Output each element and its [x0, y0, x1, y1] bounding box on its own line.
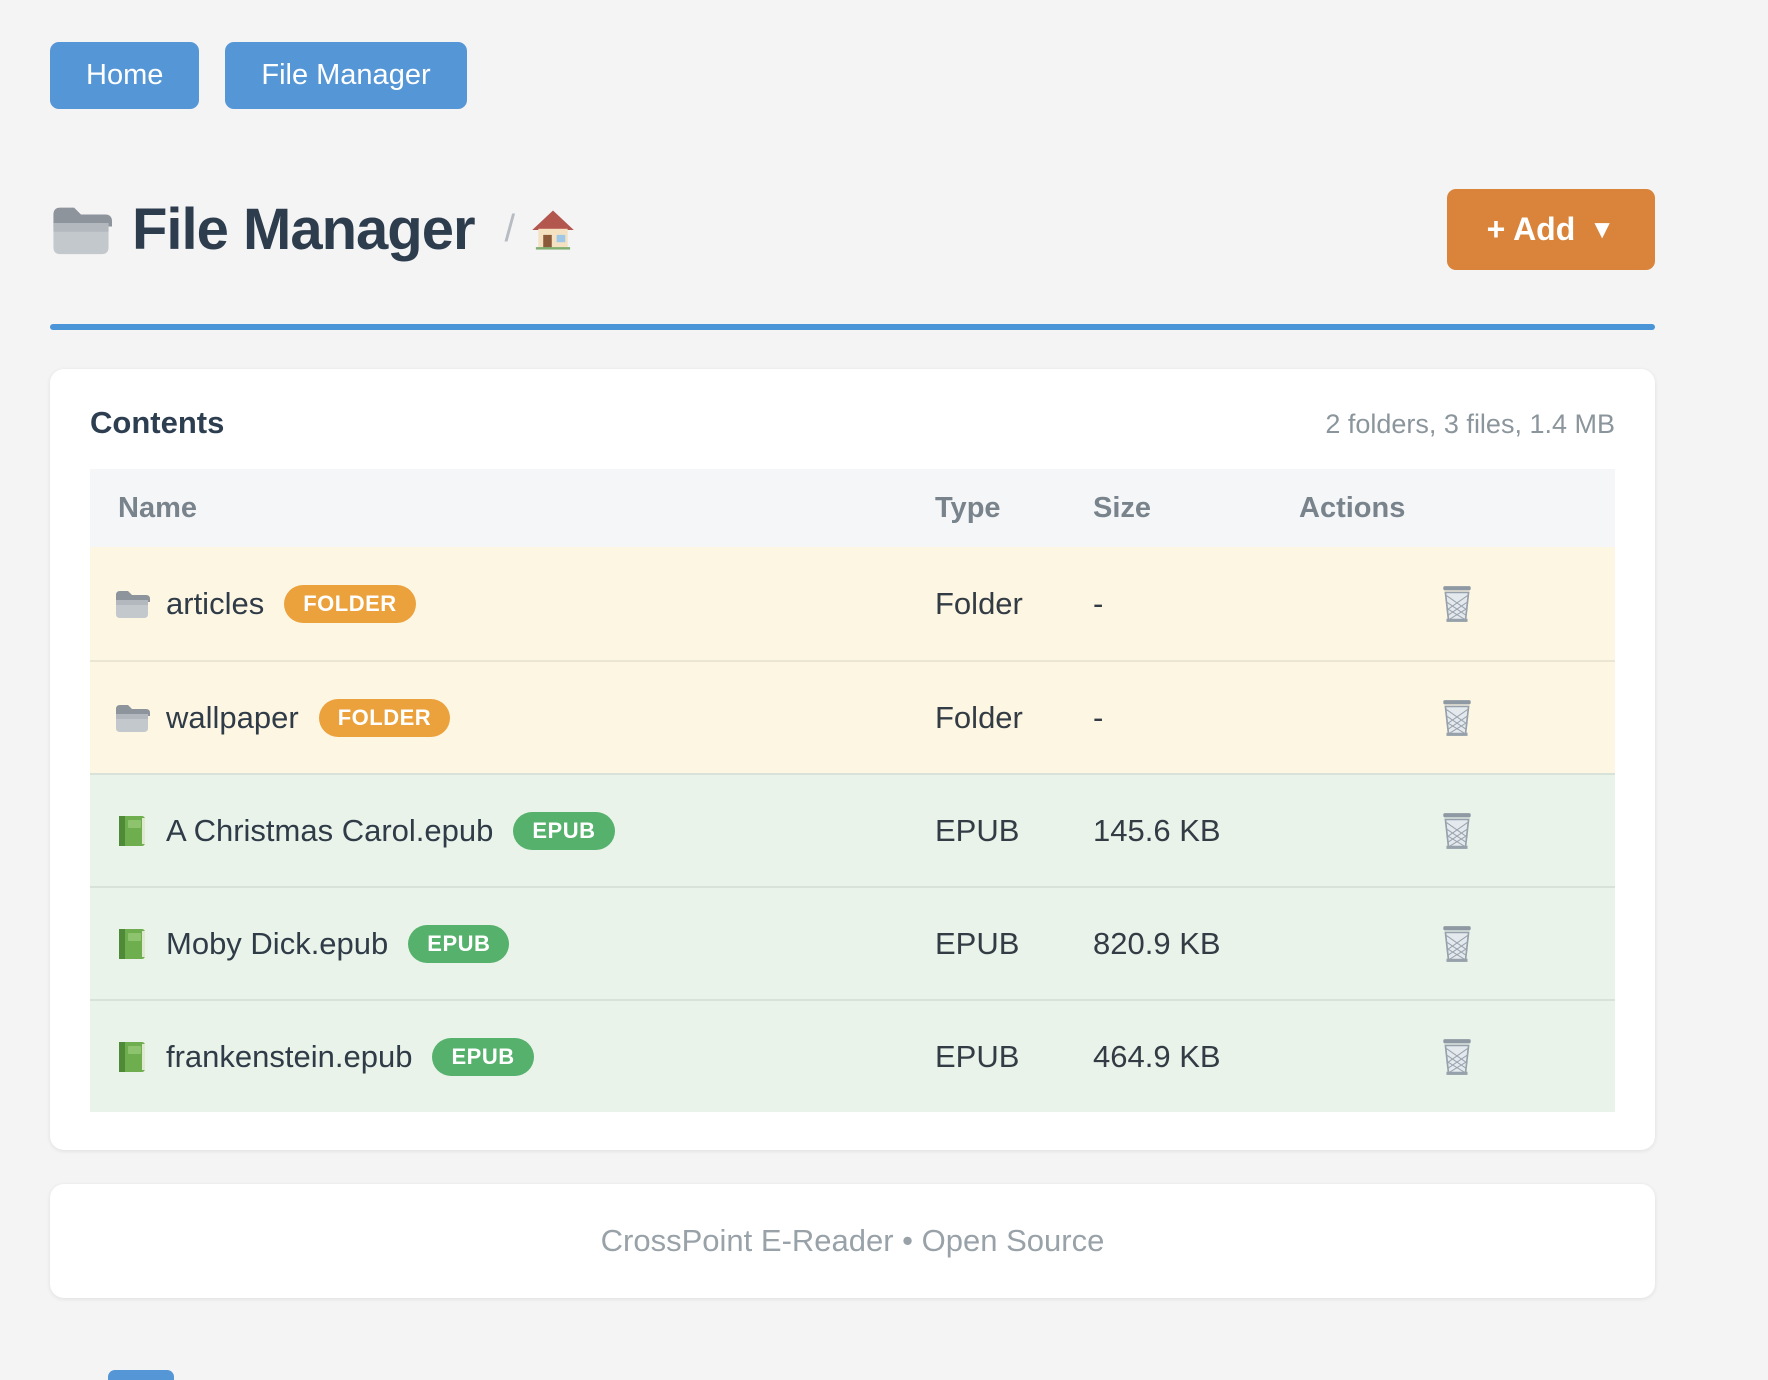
trash-icon — [1439, 584, 1475, 624]
home-nav-button[interactable]: Home — [50, 42, 200, 109]
delete-button[interactable] — [1435, 580, 1479, 628]
contents-heading: Contents — [90, 405, 225, 440]
home-icon[interactable] — [531, 209, 575, 251]
file-name[interactable]: wallpaper — [166, 699, 299, 735]
table-row: Moby Dick.epub EPUB EPUB 820.9 KB — [90, 886, 1615, 999]
type-badge: FOLDER — [318, 698, 451, 737]
column-header-type: Type — [935, 491, 1001, 524]
green-book-icon — [114, 1040, 150, 1074]
add-button[interactable]: + Add ▼ — [1446, 189, 1655, 270]
column-header-name: Name — [118, 491, 197, 524]
delete-button[interactable] — [1435, 920, 1479, 968]
type-badge: FOLDER — [284, 584, 416, 623]
trash-icon — [1439, 924, 1475, 964]
file-table: Name Type Size Actions articles FOLDER F… — [90, 469, 1615, 1112]
type-badge: EPUB — [432, 1037, 534, 1076]
trash-icon — [1439, 811, 1475, 851]
add-button-label: + Add — [1486, 211, 1576, 247]
chevron-down-icon: ▼ — [1589, 214, 1615, 244]
type-badge: EPUB — [513, 811, 615, 850]
type-cell: Folder — [935, 585, 1023, 621]
page-header: File Manager / + Add ▼ — [50, 189, 1655, 270]
top-nav: Home File Manager — [50, 0, 1655, 109]
partial-button[interactable] — [108, 1370, 174, 1380]
table-row: frankenstein.epub EPUB EPUB 464.9 KB — [90, 999, 1615, 1112]
size-cell: - — [1093, 585, 1104, 621]
type-badge: EPUB — [408, 924, 510, 963]
trash-icon — [1439, 1037, 1475, 1077]
file-manager-nav-button[interactable]: File Manager — [225, 42, 467, 109]
page-title: File Manager — [132, 197, 476, 262]
breadcrumb-separator: / — [504, 208, 516, 250]
trash-icon — [1439, 698, 1475, 738]
folder-icon — [114, 701, 150, 735]
contents-summary: 2 folders, 3 files, 1.4 MB — [1325, 409, 1615, 439]
table-body: articles FOLDER Folder - — [90, 547, 1615, 1112]
file-name[interactable]: frankenstein.epub — [166, 1038, 413, 1074]
type-cell: EPUB — [935, 925, 1020, 961]
folder-icon — [50, 202, 112, 258]
size-cell: 145.6 KB — [1093, 812, 1221, 848]
delete-button[interactable] — [1435, 694, 1479, 742]
file-name[interactable]: articles — [166, 585, 265, 621]
size-cell: - — [1093, 699, 1104, 735]
delete-button[interactable] — [1435, 807, 1479, 855]
table-row: wallpaper FOLDER Folder - — [90, 660, 1615, 773]
type-cell: EPUB — [935, 812, 1020, 848]
file-name[interactable]: Moby Dick.epub — [166, 925, 389, 961]
file-name[interactable]: A Christmas Carol.epub — [166, 812, 494, 848]
green-book-icon — [114, 814, 150, 848]
size-cell: 820.9 KB — [1093, 925, 1221, 961]
table-header: Name Type Size Actions — [90, 469, 1615, 547]
green-book-icon — [114, 927, 150, 961]
contents-card: Contents 2 folders, 3 files, 1.4 MB Name… — [50, 369, 1655, 1150]
size-cell: 464.9 KB — [1093, 1038, 1221, 1074]
footer-text: CrossPoint E-Reader • Open Source — [600, 1223, 1105, 1258]
type-cell: EPUB — [935, 1038, 1020, 1074]
delete-button[interactable] — [1435, 1033, 1479, 1081]
type-cell: Folder — [935, 699, 1023, 735]
column-header-actions: Actions — [1299, 491, 1406, 524]
folder-icon — [114, 587, 150, 621]
table-row: articles FOLDER Folder - — [90, 547, 1615, 660]
table-row: A Christmas Carol.epub EPUB EPUB 145.6 K… — [90, 773, 1615, 886]
footer: CrossPoint E-Reader • Open Source — [50, 1184, 1655, 1298]
title-divider — [50, 324, 1655, 330]
column-header-size: Size — [1093, 491, 1152, 524]
